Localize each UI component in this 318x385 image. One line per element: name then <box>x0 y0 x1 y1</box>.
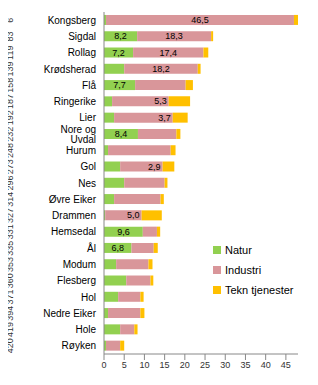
html-text:Industri: Industri <box>225 264 262 276</box>
svg-text:Gol: Gol <box>80 161 96 172</box>
svg-text:420: 420 <box>8 338 15 353</box>
svg-text:187: 187 <box>8 94 15 109</box>
svg-text:232: 232 <box>8 127 15 142</box>
svg-text:394: 394 <box>8 306 15 321</box>
svg-text:Hol: Hol <box>81 292 96 303</box>
svg-text:Flå: Flå <box>82 80 96 91</box>
svg-text:Nedre Eiker: Nedre Eiker <box>43 308 96 319</box>
svg-text:192: 192 <box>8 110 15 125</box>
svg-text:15: 15 <box>160 360 170 370</box>
svg-text:331: 331 <box>8 224 15 239</box>
svg-text:Nes: Nes <box>78 178 96 189</box>
svg-text:Krødsherad: Krødsherad <box>44 64 96 75</box>
svg-text:Røyken: Røyken <box>62 340 96 351</box>
svg-text:139: 139 <box>8 61 15 76</box>
svg-text:Ål: Ål <box>87 242 96 254</box>
svg-text:119: 119 <box>8 46 15 60</box>
svg-text:7,2: 7,2 <box>112 48 125 58</box>
svg-text:335: 335 <box>8 241 15 256</box>
svg-text:273: 273 <box>8 159 15 174</box>
svg-text:18,3: 18,3 <box>165 31 183 41</box>
svg-text:30: 30 <box>220 360 230 370</box>
svg-text:20: 20 <box>180 360 190 370</box>
svg-text:5: 5 <box>122 360 127 370</box>
svg-text:6,8: 6,8 <box>111 243 124 253</box>
svg-text:Rollag: Rollag <box>68 47 96 58</box>
svg-text:327: 327 <box>8 208 15 223</box>
svg-text:83: 83 <box>8 31 15 41</box>
svg-text:Nore ogUvdal: Nore ogUvdal <box>60 124 96 145</box>
svg-text:314: 314 <box>8 192 15 207</box>
html-text:Natur: Natur <box>225 244 252 256</box>
svg-text:5,3: 5,3 <box>154 96 167 106</box>
svg-text:40: 40 <box>261 360 271 370</box>
svg-text:Hemsedal: Hemsedal <box>51 226 96 237</box>
svg-text:158: 158 <box>8 78 15 93</box>
svg-text:Ringerike: Ringerike <box>54 96 97 107</box>
svg-text:Kongsberg: Kongsberg <box>48 15 96 26</box>
svg-text:2,9: 2,9 <box>148 162 161 172</box>
svg-text:45: 45 <box>281 360 291 370</box>
svg-text:7,7: 7,7 <box>113 80 126 90</box>
svg-text:3,7: 3,7 <box>158 113 171 123</box>
svg-text:8,2: 8,2 <box>114 31 127 41</box>
svg-text:Øvre Eiker: Øvre Eiker <box>49 194 97 205</box>
svg-text:419: 419 <box>8 322 15 337</box>
html-text:Tekn tjenester: Tekn tjenester <box>225 284 294 296</box>
svg-text:46,5: 46,5 <box>191 15 209 25</box>
svg-text:Drammen: Drammen <box>52 210 96 221</box>
svg-text:8,4: 8,4 <box>115 129 128 139</box>
svg-text:9,6: 9,6 <box>117 227 130 237</box>
svg-text:25: 25 <box>200 360 210 370</box>
svg-text:35: 35 <box>240 360 250 370</box>
svg-text:296: 296 <box>8 175 15 190</box>
svg-text:Hurum: Hurum <box>66 145 96 156</box>
svg-text:10: 10 <box>139 360 149 370</box>
svg-text:6: 6 <box>8 18 15 23</box>
svg-text:5,0: 5,0 <box>127 210 140 220</box>
svg-text:0: 0 <box>101 360 106 370</box>
svg-text:Hole: Hole <box>75 324 96 335</box>
svg-text:371: 371 <box>8 289 15 304</box>
svg-text:17,4: 17,4 <box>159 48 177 58</box>
svg-text:353: 353 <box>8 257 15 272</box>
svg-text:Lier: Lier <box>79 112 96 123</box>
svg-text:18,2: 18,2 <box>152 64 170 74</box>
svg-text:248: 248 <box>8 143 15 158</box>
svg-text:Sigdal: Sigdal <box>68 31 96 42</box>
svg-text:360: 360 <box>8 273 15 288</box>
svg-text:Flesberg: Flesberg <box>57 275 96 286</box>
svg-text:Modum: Modum <box>63 259 96 270</box>
